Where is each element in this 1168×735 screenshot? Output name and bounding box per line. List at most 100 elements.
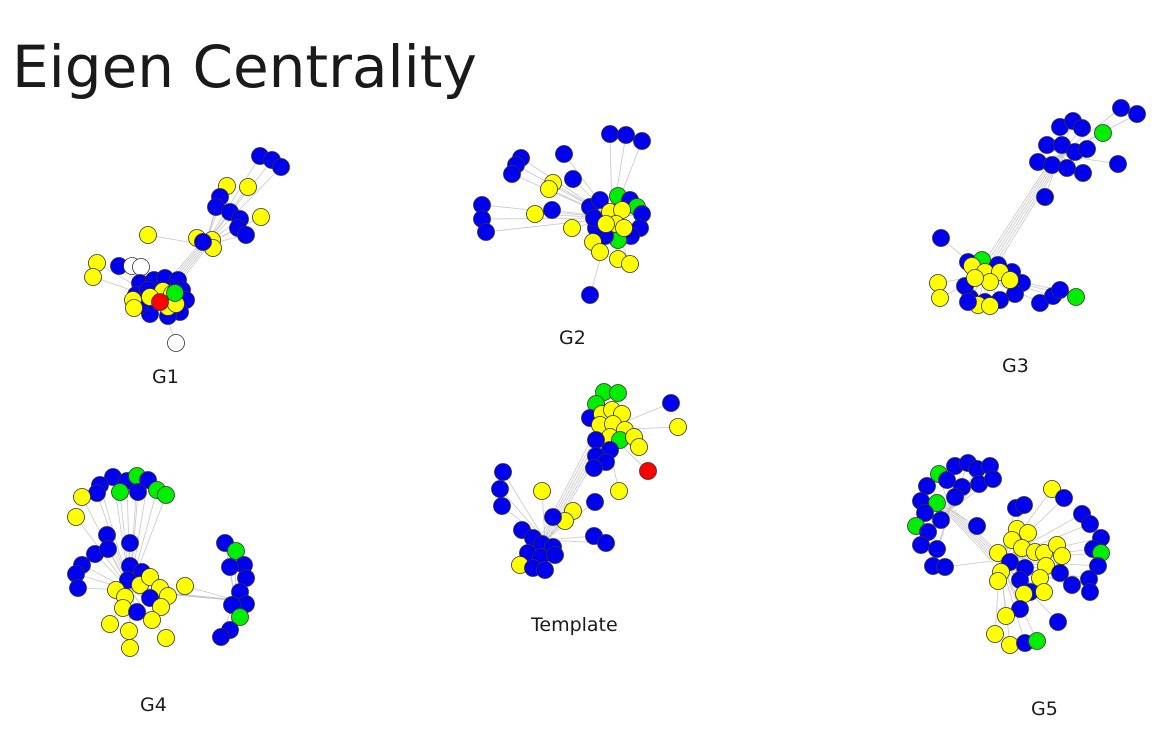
graph-g5-node bbox=[916, 504, 934, 522]
graph-g3-node bbox=[931, 289, 949, 307]
graph-g2-node bbox=[617, 126, 635, 144]
graph-g2-node bbox=[477, 223, 495, 241]
graph-g5-node bbox=[1019, 524, 1037, 542]
graph-g5-node bbox=[1011, 600, 1029, 618]
graph-g3-node bbox=[966, 269, 984, 287]
graph-g4-node bbox=[128, 603, 146, 621]
graph-template-node bbox=[536, 561, 554, 579]
graph-g5-node bbox=[1015, 585, 1033, 603]
graph-g5-node bbox=[1089, 557, 1107, 575]
graph-g4-node bbox=[231, 608, 249, 626]
graph-template-node bbox=[587, 431, 605, 449]
graph-template-nodes bbox=[491, 383, 687, 579]
graph-g5-node bbox=[997, 607, 1015, 625]
graph-g2-node bbox=[633, 132, 651, 150]
graph-g5-edge bbox=[999, 523, 1091, 561]
graph-g2-node bbox=[526, 205, 544, 223]
graph-g3-node bbox=[1001, 271, 1019, 289]
graph-g2-nodes bbox=[473, 125, 651, 304]
graph-g2-node bbox=[540, 180, 558, 198]
graph-g1-node bbox=[237, 226, 255, 244]
graph-g1-node bbox=[151, 293, 169, 311]
graph-template-edge bbox=[502, 471, 546, 541]
graph-g5-node bbox=[968, 517, 986, 535]
graph-g4-node bbox=[73, 488, 91, 506]
graph-template-node bbox=[597, 534, 615, 552]
graph-g5-node bbox=[1028, 632, 1046, 650]
graph-g4-node bbox=[120, 622, 138, 640]
graph-g5-node bbox=[936, 558, 954, 576]
graph-g1-edge bbox=[204, 166, 282, 246]
graph-template-node bbox=[639, 462, 657, 480]
graph-g4-node bbox=[152, 598, 170, 616]
graph-g5-node bbox=[984, 470, 1002, 488]
graph-g3-node bbox=[932, 229, 950, 247]
graph-g5-node bbox=[938, 471, 956, 489]
graph-g4-node bbox=[69, 579, 87, 597]
graph-template-node bbox=[546, 546, 564, 564]
graph-g3-edge bbox=[978, 154, 1057, 276]
graph-g3-node bbox=[1058, 159, 1076, 177]
graph-g3-node bbox=[981, 297, 999, 315]
graph-g5-node bbox=[986, 625, 1004, 643]
graph-g3-node bbox=[1067, 288, 1085, 306]
graph-g2-node bbox=[591, 243, 609, 261]
graph-g1-edge bbox=[204, 155, 261, 246]
graph-g4-node bbox=[101, 615, 119, 633]
graph-g5-node bbox=[912, 536, 930, 554]
graph-g5-node bbox=[1063, 576, 1081, 594]
graph-g3-edge bbox=[990, 154, 1065, 276]
graph-g5-edge bbox=[945, 509, 995, 561]
graph-g2-node bbox=[621, 255, 639, 273]
graph-g3-node bbox=[1074, 164, 1092, 182]
graph-g5-node bbox=[928, 540, 946, 558]
graph-g1-node bbox=[166, 284, 184, 302]
graph-template-node bbox=[494, 463, 512, 481]
graph-label-template: Template bbox=[531, 614, 618, 636]
graph-g1-node bbox=[194, 233, 212, 251]
graph-g5-node bbox=[1049, 613, 1067, 631]
graph-g5-node bbox=[1055, 489, 1073, 507]
graph-g1-node bbox=[272, 158, 290, 176]
graph-template-node bbox=[662, 394, 680, 412]
graph-g5-node bbox=[928, 494, 946, 512]
slide-title: Eigen Centrality bbox=[12, 33, 477, 101]
graph-g4-nodes bbox=[67, 467, 255, 657]
graph-g2-node bbox=[597, 215, 615, 233]
graph-g4-node bbox=[157, 486, 175, 504]
graph-label-g4: G4 bbox=[140, 694, 167, 716]
graph-g3-node bbox=[1036, 188, 1054, 206]
graph-g5-node bbox=[1053, 547, 1071, 565]
graph-template-node bbox=[491, 480, 509, 498]
graph-g4-node bbox=[99, 540, 117, 558]
graph-g1-node bbox=[84, 268, 102, 286]
graph-label-g3: G3 bbox=[1002, 355, 1029, 377]
graph-g5-node bbox=[1001, 636, 1019, 654]
graph-g3-node bbox=[1043, 156, 1061, 174]
graph-g4-node bbox=[121, 534, 139, 552]
graph-g5-node bbox=[989, 544, 1007, 562]
graph-g3-edge bbox=[984, 154, 1061, 276]
graph-g3-node bbox=[1051, 281, 1069, 299]
graph-g5-node bbox=[1081, 515, 1099, 533]
graph-g2-node bbox=[601, 125, 619, 143]
graph-g5-node bbox=[1081, 583, 1099, 601]
graph-g4-node bbox=[176, 577, 194, 595]
graph-g2-node bbox=[555, 145, 573, 163]
graph-g2-edge bbox=[611, 134, 627, 219]
graph-g2-node bbox=[563, 219, 581, 237]
graph-g3-edge bbox=[987, 154, 1063, 276]
graph-g5-node bbox=[1043, 480, 1061, 498]
graph-g4-node bbox=[143, 611, 161, 629]
graph-g4-node bbox=[121, 639, 139, 657]
graph-g1-nodes bbox=[84, 147, 290, 352]
graph-g1-node bbox=[139, 226, 157, 244]
graph-g2-node bbox=[543, 201, 561, 219]
graph-template-node bbox=[610, 482, 628, 500]
graph-template-node bbox=[585, 459, 603, 477]
graph-g4-node bbox=[111, 483, 129, 501]
graph-g5-node bbox=[918, 477, 936, 495]
graph-g5-node bbox=[932, 511, 950, 529]
